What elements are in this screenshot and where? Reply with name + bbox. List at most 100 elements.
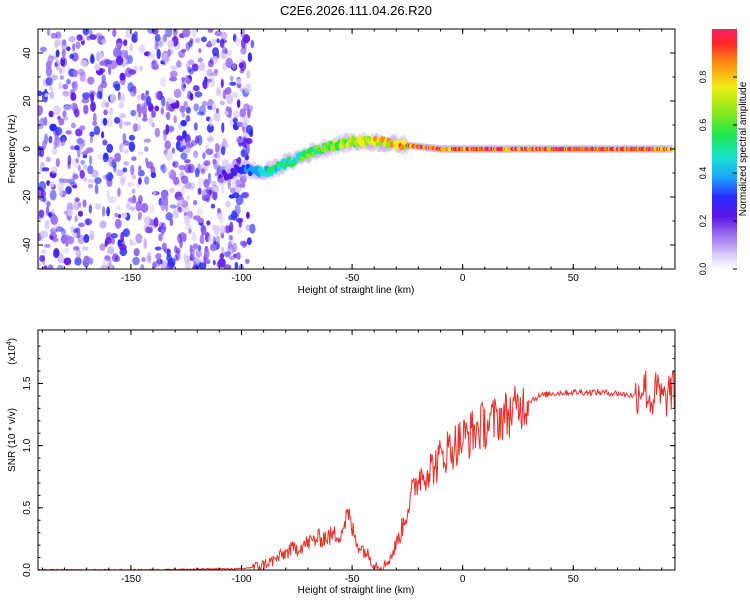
noise-blob <box>219 100 225 106</box>
noise-blob <box>151 63 160 70</box>
noise-blob <box>188 227 192 234</box>
noise-blob <box>54 249 60 256</box>
noise-blob <box>38 141 41 147</box>
noise-blob <box>147 252 152 261</box>
noise-blob <box>181 200 189 208</box>
noise-blob <box>108 107 114 115</box>
x-tick-label: 0 <box>460 574 466 585</box>
noise-blob <box>114 218 122 229</box>
noise-blob <box>55 139 60 148</box>
noise-blob <box>231 92 239 99</box>
noise-blob <box>55 49 60 58</box>
noise-blob <box>38 209 45 218</box>
noise-blob <box>169 70 178 79</box>
noise-blob <box>140 92 145 101</box>
noise-blob <box>169 218 174 227</box>
noise-blob <box>185 106 191 114</box>
noise-blob <box>214 30 222 37</box>
noise-blob <box>168 187 175 193</box>
noise-blob <box>239 175 247 184</box>
noise-blob <box>216 235 220 246</box>
noise-blob <box>216 107 219 114</box>
noise-blob <box>242 191 250 199</box>
noise-blob <box>143 216 151 225</box>
noise-blob <box>58 137 64 142</box>
noise-blob <box>65 186 72 195</box>
noise-blob <box>197 245 202 252</box>
noise-blob <box>77 147 81 158</box>
noise-blob <box>70 145 76 150</box>
noise-blob <box>194 257 201 264</box>
noise-blob <box>83 104 89 115</box>
noise-blob <box>173 88 182 98</box>
noise-blob <box>219 253 225 260</box>
noise-blob <box>70 102 78 110</box>
noise-blob <box>138 165 142 173</box>
y-tick-label: -40 <box>22 237 33 252</box>
noise-blob <box>153 189 157 196</box>
noise-blob <box>108 66 112 75</box>
noise-blob <box>202 188 210 199</box>
noise-blob <box>235 37 240 47</box>
noise-blob <box>193 122 198 131</box>
noise-blob <box>192 243 199 250</box>
noise-blob <box>145 226 152 234</box>
noise-blob <box>181 80 186 92</box>
noise-blob <box>105 232 112 240</box>
noise-blob <box>108 196 117 204</box>
noise-blob <box>94 203 102 210</box>
noise-blob <box>246 211 250 219</box>
noise-blob <box>189 38 194 44</box>
noise-blob <box>246 104 254 112</box>
noise-blob <box>212 185 220 193</box>
noise-blob <box>110 233 118 239</box>
noise-blob <box>148 103 154 112</box>
noise-blob <box>129 43 134 52</box>
noise-blob <box>229 221 234 233</box>
noise-blob <box>51 146 58 155</box>
noise-blob <box>196 111 205 116</box>
noise-blob <box>145 161 154 169</box>
colorbar-gradient <box>712 29 737 269</box>
noise-blob <box>239 240 248 247</box>
noise-blob <box>122 228 130 238</box>
noise-blob <box>59 75 64 80</box>
noise-blob <box>231 210 238 221</box>
noise-blob <box>140 106 147 115</box>
noise-blob <box>167 170 172 176</box>
noise-blob <box>100 80 108 89</box>
noise-blob <box>128 69 137 75</box>
noise-blob <box>106 190 110 199</box>
noise-blob <box>160 227 165 236</box>
noise-blob <box>171 147 175 154</box>
y-tick-label: 0.5 <box>22 500 33 514</box>
track-cell <box>262 170 267 177</box>
noise-blob <box>169 204 177 209</box>
colorbar-label: Normalized spectral amplitude <box>738 81 749 216</box>
noise-blob <box>207 177 211 185</box>
noise-blob <box>198 262 207 269</box>
noise-blob <box>236 99 241 108</box>
noise-blob <box>73 231 77 238</box>
exponent-power: 4 <box>6 341 13 345</box>
noise-blob <box>94 177 102 185</box>
noise-blob <box>194 135 200 144</box>
noise-blob <box>239 108 246 118</box>
noise-blob <box>221 46 227 54</box>
noise-blob <box>123 39 128 47</box>
noise-blob <box>130 109 137 117</box>
noise-blob <box>205 186 214 195</box>
noise-blob <box>38 145 42 156</box>
noise-blob <box>136 103 141 114</box>
x-tick-label: -50 <box>345 273 360 284</box>
noise-blob <box>220 216 224 224</box>
noise-blob <box>185 224 193 231</box>
noise-blob <box>165 29 173 38</box>
track-cell <box>305 153 310 160</box>
noise-blob <box>112 29 117 37</box>
noise-blob <box>50 227 58 234</box>
colorbar-tick-label: 0.2 <box>698 215 708 228</box>
noise-blob <box>217 208 221 214</box>
noise-blob <box>206 123 214 133</box>
noise-blob <box>75 248 81 260</box>
